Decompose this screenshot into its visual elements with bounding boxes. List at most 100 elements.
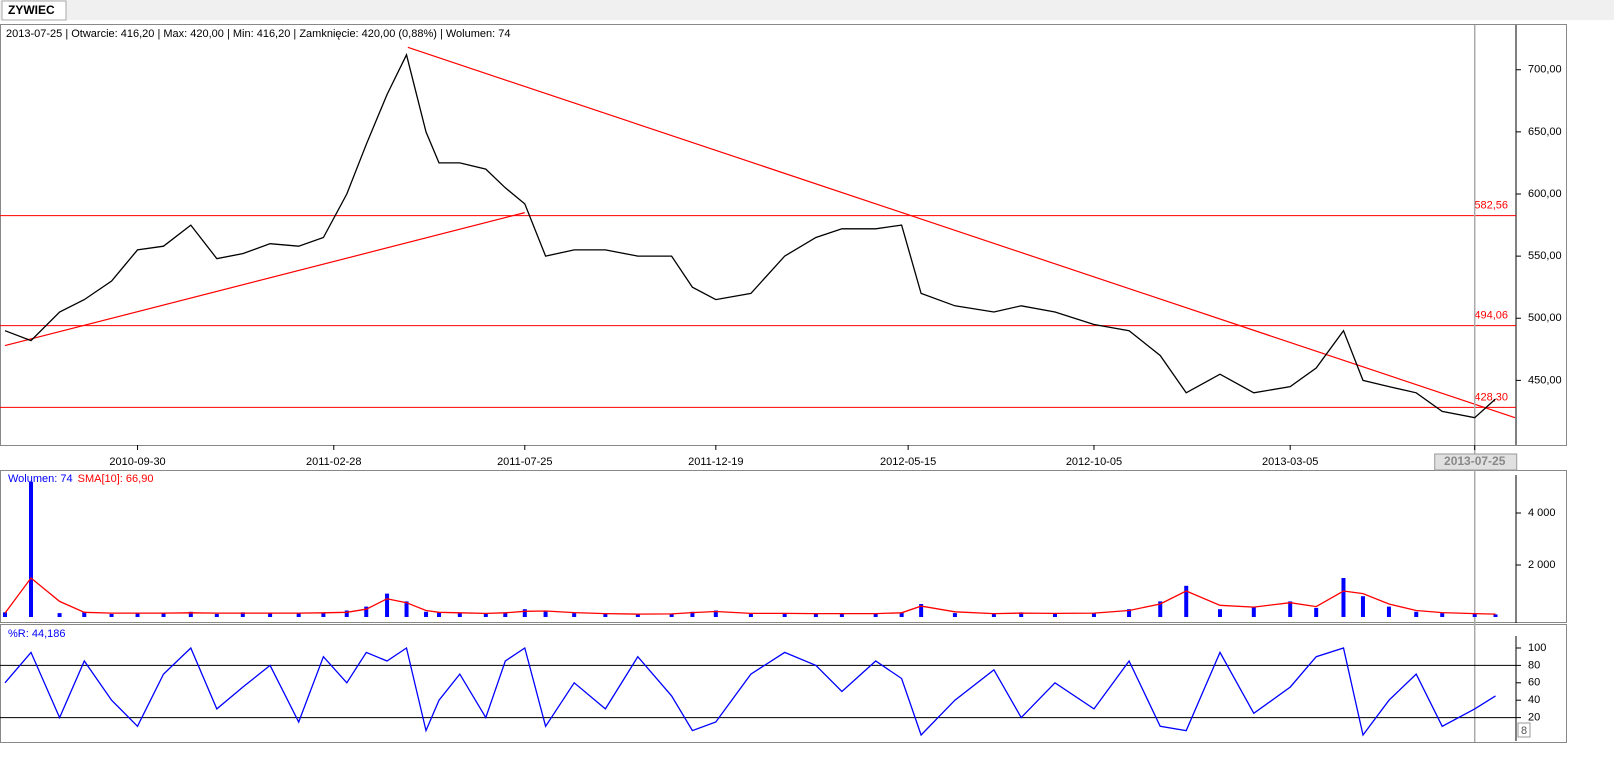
volume-bar (603, 613, 608, 617)
volume-bar (713, 610, 718, 617)
volume-bar (1360, 596, 1365, 617)
volume-bar (214, 613, 219, 617)
volume-bar (344, 610, 349, 617)
price-panel (0, 24, 1567, 446)
volume-bar (1184, 585, 1189, 617)
x-tick-label: 2013-03-05 (1262, 456, 1318, 468)
volume-bar (522, 609, 527, 617)
volume-bar (669, 613, 674, 617)
sma-title: SMA[10]: 66,90 (78, 473, 154, 485)
volume-bar (1414, 611, 1419, 617)
volume-bar (1341, 578, 1346, 617)
volume-bar (873, 613, 878, 617)
y-tick-label: 60 (1528, 677, 1540, 689)
y-tick-label: 80 (1528, 659, 1540, 671)
volume-bar (690, 611, 695, 617)
volume-bar (572, 613, 577, 617)
volume-bar (1440, 613, 1445, 617)
series-line (4, 646, 1496, 737)
volume-bar (161, 613, 166, 617)
volume-bar (109, 613, 114, 617)
wr-panel (0, 624, 1567, 743)
volume-bar (268, 613, 273, 617)
volume-bar (404, 601, 409, 617)
x-tick-label: 2012-05-15 (880, 456, 936, 468)
volume-bar (919, 604, 924, 617)
volume-bar (839, 613, 844, 617)
volume-bar (1052, 613, 1057, 617)
x-tick-label: 2010-09-30 (109, 456, 165, 468)
volume-bar (457, 613, 462, 617)
volume-bar (296, 613, 301, 617)
level-label: 494,06 (1474, 310, 1508, 322)
volume-bar (813, 613, 818, 617)
volume-bar (188, 611, 193, 617)
volume-header: Wolumen: 74 SMA[10]: 66,90 (8, 473, 153, 485)
volume-bar (748, 613, 753, 617)
x-tick-label: 2013-07-25 (1444, 454, 1506, 468)
volume-bar (57, 613, 62, 617)
volume-bar (1218, 609, 1223, 617)
y-tick-label: 550,00 (1528, 250, 1562, 262)
volume-bar (1019, 612, 1024, 617)
trend-line (4, 212, 525, 347)
y-tick-label: 600,00 (1528, 188, 1562, 200)
cursor-tag (1434, 453, 1518, 471)
volume-title: Wolumen: 74 (8, 473, 73, 485)
volume-bar (3, 612, 7, 617)
x-tick-label: 2011-02-28 (306, 456, 361, 468)
volume-bar (437, 612, 442, 617)
scroll-box[interactable] (1517, 722, 1531, 738)
volume-bar (1386, 606, 1391, 617)
volume-bar (321, 612, 326, 617)
wr-header: %R: 44,186 (8, 628, 65, 640)
volume-bar (1127, 609, 1132, 617)
volume-panel (0, 470, 1567, 623)
scroll-value[interactable]: 8 (1521, 725, 1527, 737)
volume-bar (503, 612, 508, 617)
y-tick-label: 700,00 (1528, 64, 1562, 76)
volume-bar (483, 613, 488, 617)
quote-info: 2013-07-25 | Otwarcie: 416,20 | Max: 420… (6, 28, 510, 40)
volume-bar (782, 613, 787, 617)
y-tick-label: 20 (1528, 712, 1540, 724)
y-tick-label: 450,00 (1528, 374, 1562, 386)
y-tick-label: 500,00 (1528, 312, 1562, 324)
volume-bar (82, 611, 87, 617)
x-tick-label: 2011-07-25 (497, 456, 552, 468)
level-label: 582,56 (1474, 200, 1508, 212)
series-line (4, 577, 1496, 615)
x-tick-label: 2012-10-05 (1066, 456, 1122, 468)
volume-bar (1251, 606, 1256, 617)
tab-bar (0, 0, 1614, 20)
y-tick-label: 4 000 (1528, 507, 1556, 519)
y-tick-label: 40 (1528, 694, 1540, 706)
volume-bar (543, 610, 548, 617)
y-tick-label: 2 000 (1528, 559, 1556, 571)
y-tick-label: 650,00 (1528, 126, 1562, 138)
volume-bar (1472, 613, 1477, 617)
volume-bar (1314, 607, 1319, 617)
series-line (4, 52, 1496, 419)
volume-bar (899, 612, 904, 617)
volume-bar (364, 606, 369, 617)
tab-label[interactable]: ZYWIEC (8, 3, 55, 17)
volume-bar (28, 481, 33, 617)
level-label: 428,30 (1474, 391, 1508, 403)
volume-bar (635, 614, 640, 617)
trend-line (407, 46, 1516, 419)
y-tick-label: 100 (1528, 642, 1546, 654)
volume-bar (991, 613, 996, 617)
volume-bar (240, 612, 245, 617)
volume-bar (952, 613, 957, 617)
volume-bar (385, 593, 390, 617)
tab[interactable] (1, 0, 67, 21)
volume-bar (424, 611, 429, 617)
volume-bar (1493, 614, 1498, 617)
volume-bar (135, 612, 140, 617)
volume-bar (1288, 601, 1293, 617)
volume-bar (1091, 613, 1096, 617)
x-tick-label: 2011-12-19 (688, 456, 743, 468)
volume-bar (1158, 601, 1163, 617)
